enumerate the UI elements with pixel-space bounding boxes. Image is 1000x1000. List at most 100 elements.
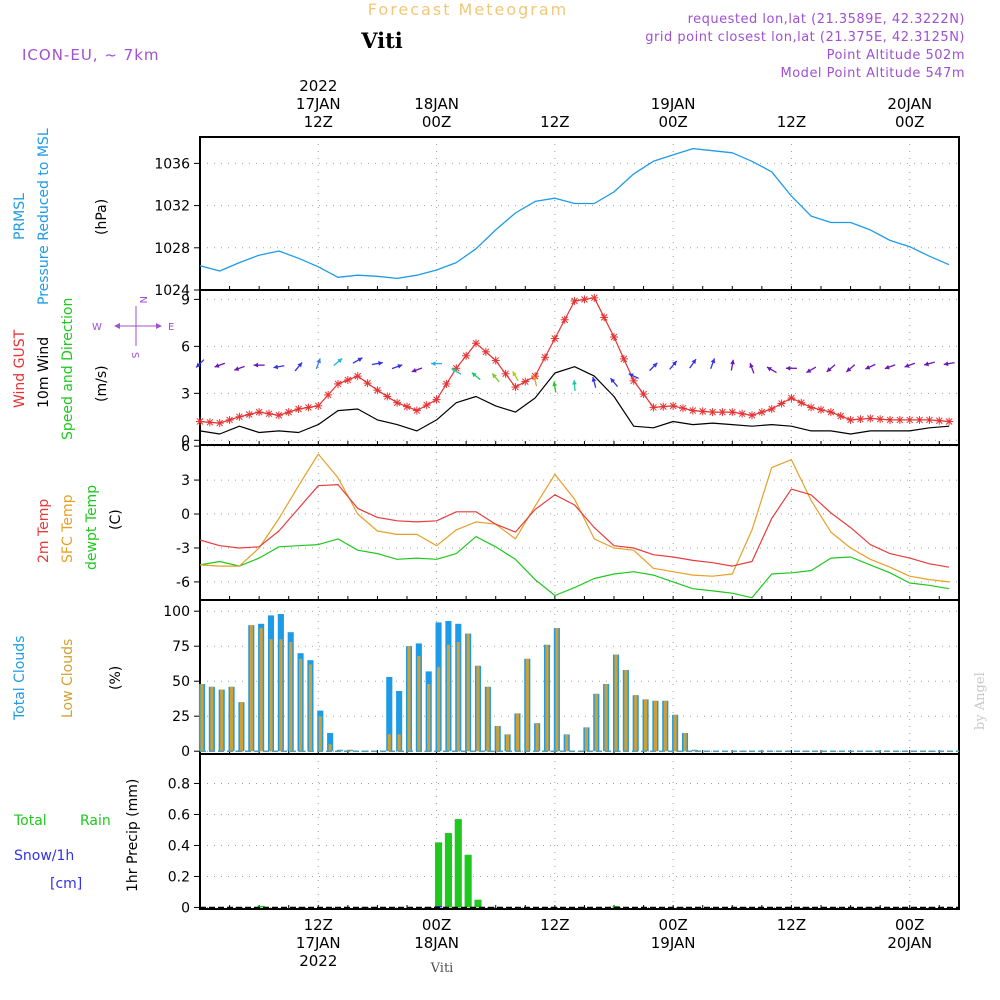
wind-arrow-head xyxy=(253,362,259,368)
wind-gust-marker-d2 xyxy=(206,418,214,426)
top-time-label: 12Z xyxy=(777,113,806,131)
rain-bar xyxy=(474,899,482,908)
wind-gust-marker xyxy=(373,386,382,395)
wind-gust-marker-d2 xyxy=(630,377,638,385)
wind-gust-line xyxy=(199,297,950,424)
low-cloud-bar xyxy=(318,716,322,752)
low-cloud-bar xyxy=(269,639,273,752)
snow-bar xyxy=(435,905,443,908)
wind-gust-marker-d2 xyxy=(512,383,519,391)
snow-unit-label: [cm] xyxy=(50,876,82,892)
wind-gust-marker xyxy=(610,332,618,341)
wind-gust-marker xyxy=(550,334,559,343)
top-time-label: 00Z xyxy=(658,113,687,131)
precip-ytick-label: 0.8 xyxy=(168,776,190,792)
low-cloud-bar xyxy=(279,639,283,752)
top-time-label: 20JAN xyxy=(887,95,932,113)
wind-gust-marker xyxy=(255,408,264,417)
wind-direction-arrow xyxy=(451,368,462,375)
low-cloud-bar xyxy=(200,684,204,752)
wind-gust-marker-d2 xyxy=(886,416,894,424)
wind-arrow-head xyxy=(610,378,616,384)
wind-arrow-head xyxy=(397,364,403,369)
wind-gust-marker xyxy=(738,409,747,418)
wind-gust-marker xyxy=(688,406,697,415)
wind-arrow-head xyxy=(865,365,871,370)
wind-arrow-head xyxy=(378,361,383,366)
wind-gust-marker-d2 xyxy=(896,416,904,424)
wind-direction-arrow xyxy=(532,375,538,387)
wind-arrow-head xyxy=(943,361,949,367)
low-cloud-bar xyxy=(476,665,480,752)
cloud-unit: (%) xyxy=(108,666,124,690)
requested-coords: requested lon,lat (21.3589E, 42.3222N) xyxy=(688,12,965,27)
wind-frame xyxy=(199,289,960,446)
wind-gust-marker xyxy=(432,395,441,404)
low-cloud-bar xyxy=(417,656,421,752)
footer-location: Viti xyxy=(430,961,454,976)
wind-gust-marker-d2 xyxy=(610,333,618,341)
wind-gust-marker-d2 xyxy=(620,355,628,363)
low-cloud-bar xyxy=(683,733,687,752)
wind-gust-marker xyxy=(274,411,283,420)
wind-gust-marker xyxy=(294,404,303,413)
bottom-time-label: 12Z xyxy=(777,916,806,934)
wind-gust-marker-d2 xyxy=(285,408,293,416)
bottom-time-label: 00Z xyxy=(658,916,687,934)
wind-ytick-label: 3 xyxy=(181,386,190,402)
wind-arrow-head xyxy=(846,367,852,372)
temp-sfc-label: SFC Temp xyxy=(60,494,76,563)
temp-ytick-label: 6 xyxy=(181,439,190,455)
wind-arrow-head xyxy=(337,358,343,364)
total-label: Total xyxy=(13,813,47,829)
wind-gust-marker-d2 xyxy=(807,404,815,411)
total-cloud-bar xyxy=(396,691,403,752)
wind-gust-marker-d2 xyxy=(758,408,766,416)
wind-arrow-head xyxy=(451,368,457,373)
wind-direction-arrow xyxy=(730,359,735,371)
point-altitude: Point Altitude 502m xyxy=(827,48,965,63)
wind-gust-marker xyxy=(748,411,756,420)
low-cloud-bar xyxy=(565,734,569,752)
wind-gust-marker xyxy=(560,315,569,324)
compass-s: S xyxy=(129,352,140,358)
wind-direction-arrow xyxy=(943,361,955,367)
grid-point-coords: grid point closest lon,lat (21.375E, 42.… xyxy=(645,30,965,45)
low-cloud-bar xyxy=(387,734,391,752)
bottom-time-label: 2022 xyxy=(299,952,337,970)
wind-gust-marker-d2 xyxy=(768,405,776,413)
wind-gust-marker-d2 xyxy=(916,416,923,424)
wind-gust-marker-d2 xyxy=(935,417,943,425)
wind-arrow-head xyxy=(297,362,303,368)
low-cloud-bar xyxy=(555,628,559,752)
wind-arrow-head xyxy=(572,380,577,385)
rain-bar xyxy=(464,854,472,908)
wind-arrow-head xyxy=(904,363,910,368)
wind-gust-marker xyxy=(767,404,776,413)
wind-10m-label: 10m Wind xyxy=(36,337,52,408)
wind-arrow-head xyxy=(492,373,497,379)
wind-gust-marker-d2 xyxy=(551,335,559,342)
low-cloud-bar xyxy=(515,713,519,752)
pressure-ytick-label: 1028 xyxy=(154,241,190,257)
wind-direction-arrow xyxy=(669,360,678,370)
top-time-label: 00Z xyxy=(422,113,451,131)
2m-temp-line xyxy=(199,484,950,568)
wind-direction-arrow xyxy=(649,362,658,372)
wind-gust-marker xyxy=(501,369,510,378)
wind-gust-marker-d2 xyxy=(600,314,608,321)
clouds-ytick-label: 50 xyxy=(172,674,190,690)
wind-gust-marker-d2 xyxy=(295,405,302,413)
bottom-time-label: 00Z xyxy=(895,916,924,934)
wind-arrow-head xyxy=(591,377,597,382)
wind-gust-marker xyxy=(757,408,766,417)
wind-gust-marker xyxy=(412,406,421,415)
wind-direction-arrow xyxy=(904,362,916,368)
rain-bar xyxy=(444,833,452,908)
wind-gust-marker xyxy=(580,295,589,304)
wind-direction-arrow xyxy=(431,361,443,366)
wind-gust-marker xyxy=(639,390,648,399)
wind-gust-marker xyxy=(866,414,875,423)
precip-ytick-label: 0.4 xyxy=(168,838,190,854)
